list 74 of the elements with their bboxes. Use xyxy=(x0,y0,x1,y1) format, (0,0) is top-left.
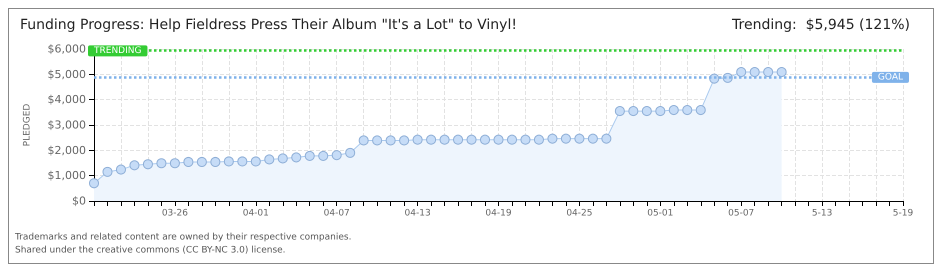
x-tick-label: 04-13 xyxy=(404,208,431,218)
point xyxy=(345,148,356,158)
point xyxy=(332,150,342,160)
x-tick-label: 04-25 xyxy=(566,208,592,218)
point xyxy=(264,154,274,164)
point xyxy=(453,134,464,145)
point xyxy=(601,134,612,144)
ref-line-label: GOAL xyxy=(878,72,903,82)
point xyxy=(196,156,207,167)
point xyxy=(142,159,153,170)
point xyxy=(156,158,166,168)
point xyxy=(534,134,544,145)
point xyxy=(129,160,140,170)
point xyxy=(682,105,692,116)
point xyxy=(506,134,517,145)
x-tick-label: 05-01 xyxy=(647,208,674,218)
point xyxy=(466,134,477,145)
point xyxy=(210,156,220,167)
point xyxy=(614,106,625,116)
point xyxy=(426,134,436,145)
point xyxy=(318,150,328,161)
text: Trademarks and related content are owned by their respective companies. xyxy=(14,232,352,242)
x-tick-label: 04-19 xyxy=(485,208,512,218)
point xyxy=(547,134,558,144)
text: Shared under the creative commons (CC BY-NC 3.0) license. xyxy=(15,246,286,256)
ref-line-label: TRENDING xyxy=(93,46,142,56)
point xyxy=(358,135,369,146)
point xyxy=(291,152,302,162)
y-axis-title: PLEDGED xyxy=(22,104,32,146)
point xyxy=(763,67,774,78)
y-tick-label: $5,000 xyxy=(48,68,86,81)
point xyxy=(736,67,746,78)
point xyxy=(494,134,504,145)
point xyxy=(372,135,382,146)
x-tick-label: 05-07 xyxy=(728,208,754,218)
point xyxy=(250,156,261,166)
point xyxy=(116,164,126,175)
point xyxy=(628,106,638,116)
point xyxy=(440,134,450,145)
y-tick-label: $4,000 xyxy=(48,93,86,106)
point xyxy=(170,158,180,168)
point xyxy=(386,135,396,146)
y-tick-label: $0 xyxy=(72,194,86,208)
y-tick-label: $6,000 xyxy=(48,42,86,56)
x-tick-label: 04-07 xyxy=(324,208,350,218)
point xyxy=(668,105,679,116)
point xyxy=(237,156,248,166)
point xyxy=(183,156,194,167)
point xyxy=(102,166,112,177)
point xyxy=(304,150,315,161)
point xyxy=(750,67,760,78)
y-tick-label: $2,000 xyxy=(48,144,86,157)
point xyxy=(224,156,234,166)
x-tick-label: 5-19 xyxy=(892,208,914,218)
point xyxy=(89,178,99,188)
point xyxy=(776,67,787,78)
point xyxy=(399,135,410,146)
point xyxy=(696,105,706,116)
x-tick-label: 5-13 xyxy=(812,208,832,218)
chart-title: Funding Progress: Help Fieldress Press Their Album "It's a Lot" to Vinyl! xyxy=(20,17,517,33)
x-tick-label: 03-26 xyxy=(162,208,188,218)
x-tick-label: 04-01 xyxy=(242,208,269,218)
point xyxy=(278,153,288,164)
point xyxy=(560,134,571,144)
point xyxy=(574,134,584,144)
y-tick-label: $3,000 xyxy=(48,118,86,132)
chart-subtitle: Trending: $5,945 (121%) xyxy=(731,17,910,33)
point xyxy=(655,106,666,116)
point xyxy=(642,106,652,116)
point xyxy=(520,134,530,145)
point xyxy=(412,134,423,145)
point xyxy=(480,134,490,145)
y-tick-label: $1,000 xyxy=(48,169,86,182)
point xyxy=(588,134,598,144)
